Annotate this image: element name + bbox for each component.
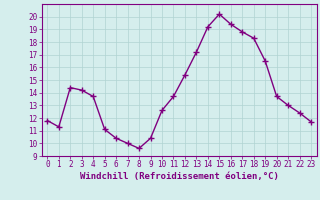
X-axis label: Windchill (Refroidissement éolien,°C): Windchill (Refroidissement éolien,°C) — [80, 172, 279, 181]
